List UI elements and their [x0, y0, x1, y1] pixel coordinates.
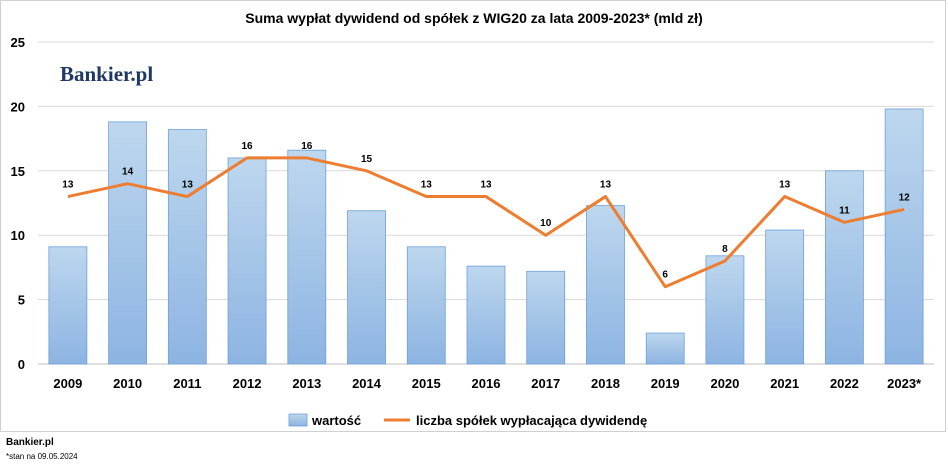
bar [48, 246, 88, 365]
data-label: 8 [722, 244, 728, 255]
data-label: 12 [899, 192, 911, 203]
bar [645, 332, 685, 365]
data-label: 13 [480, 180, 492, 191]
y-tick-label: 0 [18, 357, 25, 372]
x-tick-label: 2018 [591, 376, 620, 391]
bar [765, 229, 805, 365]
x-tick-label: 2011 [173, 376, 201, 391]
bar-series [48, 108, 924, 365]
x-tick-label: 2021 [770, 376, 799, 391]
data-label: 13 [421, 180, 433, 191]
bar [526, 270, 566, 365]
bar [825, 170, 864, 365]
data-label: 10 [540, 218, 552, 229]
y-tick-label: 5 [18, 293, 25, 308]
data-label: 13 [182, 180, 194, 191]
bar [586, 205, 625, 365]
data-label: 15 [361, 154, 373, 165]
data-labels: 13 14 13 16 16 15 13 13 10 13 6 8 13 11 12 [62, 141, 910, 281]
y-tick-label: 15 [11, 164, 25, 179]
bar [884, 108, 924, 365]
y-tick-label: 25 [11, 35, 25, 50]
bar [466, 265, 506, 365]
x-tick-label: 2009 [53, 376, 82, 391]
bar [406, 246, 446, 365]
bankier-logo: Bankier.pl [60, 62, 153, 86]
y-tick-label: 20 [11, 99, 25, 114]
x-tick-label: 2013 [292, 376, 321, 391]
x-tick-label: 2012 [233, 376, 262, 391]
bar [287, 149, 327, 365]
legend: wartość liczba spółek wypłacająca dywide… [288, 413, 647, 428]
data-label: 14 [122, 167, 134, 178]
legend-swatch-bar [288, 413, 308, 427]
legend-label-bar: wartość [311, 413, 361, 428]
bar [347, 210, 386, 365]
y-tick-label: 10 [11, 228, 25, 243]
bar [705, 255, 745, 365]
x-tick-label: 2019 [651, 376, 680, 391]
bar [108, 121, 147, 365]
x-tick-label: 2023* [887, 376, 922, 391]
bar [167, 129, 207, 365]
data-label: 6 [662, 270, 668, 281]
bar [227, 157, 267, 365]
x-tick-label: 2017 [531, 376, 560, 391]
chart-frame: Suma wypłat dywidend od spółek z WIG20 z… [0, 0, 946, 432]
y-axis-ticks: 0 5 10 15 20 25 [11, 35, 25, 372]
x-tick-label: 2020 [710, 376, 739, 391]
data-label: 16 [242, 141, 254, 152]
line-series [67, 156, 905, 289]
x-tick-label: 2014 [352, 376, 382, 391]
chart-title: Suma wypłat dywidend od spółek z WIG20 z… [245, 10, 702, 26]
x-axis-ticks: 2009 2010 2011 2012 2013 2014 2015 2016 2017 2018… [53, 376, 922, 391]
data-label: 13 [600, 180, 612, 191]
x-tick-label: 2015 [412, 376, 441, 391]
x-tick-label: 2010 [113, 376, 142, 391]
dividend-chart: Suma wypłat dywidend od spółek z WIG20 z… [11, 10, 934, 428]
data-label: 13 [62, 180, 74, 191]
footer-note: *stan na 09.05.2024 [6, 452, 78, 461]
footer-source: Bankier.pl [6, 437, 54, 448]
data-label: 13 [779, 180, 791, 191]
line-series-path [67, 156, 905, 289]
data-label: 11 [839, 205, 850, 216]
x-tick-label: 2016 [472, 376, 501, 391]
data-label: 16 [301, 141, 313, 152]
legend-label-line: liczba spółek wypłacająca dywidendę [416, 413, 647, 428]
x-tick-label: 2022 [830, 376, 859, 391]
